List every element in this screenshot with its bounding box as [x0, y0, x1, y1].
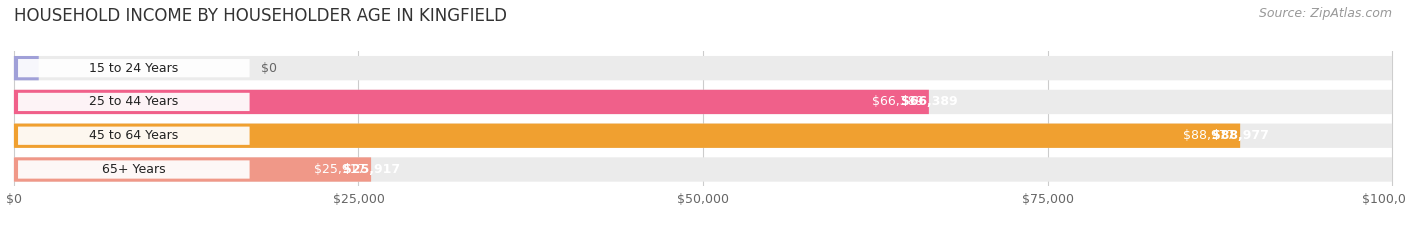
- Text: $66,389: $66,389: [872, 96, 924, 108]
- FancyBboxPatch shape: [14, 157, 1392, 182]
- Text: 15 to 24 Years: 15 to 24 Years: [89, 62, 179, 75]
- Text: $0: $0: [260, 62, 277, 75]
- FancyBboxPatch shape: [14, 90, 1392, 114]
- FancyBboxPatch shape: [870, 94, 987, 110]
- FancyBboxPatch shape: [14, 123, 1392, 148]
- Text: $66,389: $66,389: [901, 96, 957, 108]
- FancyBboxPatch shape: [18, 59, 250, 77]
- FancyBboxPatch shape: [14, 90, 929, 114]
- Text: Source: ZipAtlas.com: Source: ZipAtlas.com: [1258, 7, 1392, 20]
- Text: 25 to 44 Years: 25 to 44 Years: [89, 96, 179, 108]
- FancyBboxPatch shape: [14, 56, 1392, 80]
- Text: HOUSEHOLD INCOME BY HOUSEHOLDER AGE IN KINGFIELD: HOUSEHOLD INCOME BY HOUSEHOLDER AGE IN K…: [14, 7, 508, 25]
- FancyBboxPatch shape: [18, 93, 250, 111]
- Text: $25,917: $25,917: [314, 163, 366, 176]
- Text: 45 to 64 Years: 45 to 64 Years: [89, 129, 179, 142]
- FancyBboxPatch shape: [14, 157, 371, 182]
- FancyBboxPatch shape: [18, 127, 250, 145]
- FancyBboxPatch shape: [14, 123, 1240, 148]
- FancyBboxPatch shape: [312, 161, 430, 178]
- FancyBboxPatch shape: [18, 160, 250, 179]
- Text: $88,977: $88,977: [1212, 129, 1268, 142]
- Text: 65+ Years: 65+ Years: [103, 163, 166, 176]
- Text: $88,977: $88,977: [1182, 129, 1234, 142]
- FancyBboxPatch shape: [14, 56, 39, 80]
- FancyBboxPatch shape: [1181, 127, 1299, 144]
- Text: $25,917: $25,917: [343, 163, 399, 176]
